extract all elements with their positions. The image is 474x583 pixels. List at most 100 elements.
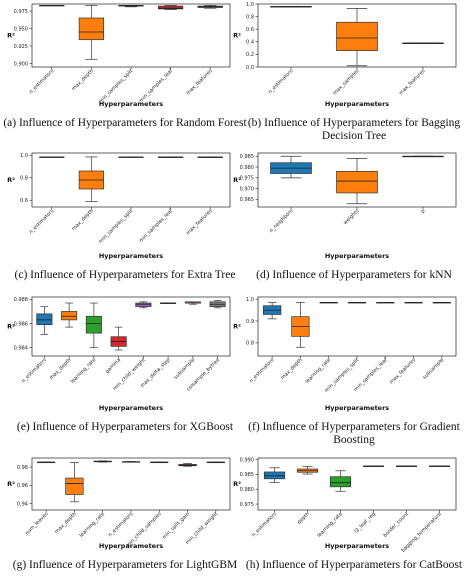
x-tick-label: n_estimators bbox=[251, 511, 278, 538]
box-l2_leaf_reg bbox=[362, 465, 385, 467]
box-min_samples_split bbox=[118, 156, 144, 158]
box-num_leaves bbox=[37, 461, 56, 464]
x-tick-label: max_depth bbox=[71, 208, 95, 232]
subplot-caption: (b) Influence of Hyperparameters for Bag… bbox=[248, 117, 461, 129]
y-tick-label: 0.6 bbox=[246, 27, 254, 33]
x-axis-label: Hyperparameters bbox=[99, 252, 163, 260]
y-tick-label: 0.94 bbox=[17, 501, 28, 507]
box-n_estimators bbox=[36, 306, 53, 335]
y-tick-label: 0.98 bbox=[17, 465, 28, 471]
box-gamma bbox=[110, 326, 127, 351]
y-axis-label: R² bbox=[7, 176, 15, 184]
subplot-caption: Decision Tree bbox=[322, 130, 386, 142]
x-axis-label: Hyperparameters bbox=[325, 252, 389, 260]
box-border_count bbox=[395, 465, 418, 467]
x-tick-label: n_estimators bbox=[248, 357, 275, 384]
x-tick-label: min_samples_split bbox=[98, 208, 135, 245]
x-tick-label: depth bbox=[296, 511, 311, 526]
x-tick-label: learning_rate bbox=[70, 357, 98, 385]
y-axis-label: R² bbox=[7, 32, 15, 40]
subplot-6: 0.8 0.9 1.0 R² n_estimators max_depth learning… bbox=[233, 296, 461, 446]
box-n_estimators bbox=[39, 156, 65, 158]
y-tick-label: 0.970 bbox=[240, 186, 254, 192]
box-weights bbox=[336, 158, 378, 205]
y-tick-label: 0.986 bbox=[14, 321, 28, 327]
box-iqr bbox=[336, 171, 378, 194]
x-tick-label: max_depth bbox=[49, 357, 73, 381]
y-tick-label: 0.900 bbox=[14, 61, 28, 67]
y-tick-label: 0.965 bbox=[240, 197, 254, 203]
x-tick-label: n_estimators bbox=[267, 68, 294, 95]
box-learning_rate bbox=[85, 302, 102, 348]
box-n_estimators bbox=[39, 5, 65, 7]
y-tick-label: 0.4 bbox=[246, 40, 254, 46]
box-n_estimators bbox=[263, 302, 282, 320]
box-n_estimators bbox=[263, 467, 286, 484]
y-tick-label: 0.8 bbox=[246, 14, 254, 20]
subplot-caption: (d) Influence of Hyperparameters for kNN bbox=[256, 269, 452, 281]
x-tick-label: subsample bbox=[422, 357, 445, 380]
subplot-caption: (c) Influence of Hyperparameters for Ext… bbox=[15, 269, 236, 281]
y-tick-label: 0.6 bbox=[20, 198, 28, 204]
plot-frame bbox=[31, 457, 231, 511]
box-iqr bbox=[329, 476, 352, 488]
x-tick-label: l2_leaf_reg bbox=[354, 511, 377, 534]
box-n_estimators bbox=[270, 6, 312, 8]
x-axis-label: Hyperparameters bbox=[325, 542, 389, 550]
y-axis-label: R² bbox=[233, 32, 241, 40]
box-iqr bbox=[85, 315, 102, 334]
y-tick-label: 1.0 bbox=[246, 2, 254, 8]
subplot-3: 0.6 0.8 1.0 R² n_estimators max_depth min_samp… bbox=[7, 152, 236, 281]
plot-frame bbox=[257, 457, 457, 511]
box-iqr bbox=[36, 313, 53, 326]
box-max_depth bbox=[65, 462, 84, 503]
box-min_split_gain bbox=[178, 463, 197, 467]
box-max_features bbox=[402, 42, 444, 45]
subplot-caption: (e) Influence of Hyperparameters for XGB… bbox=[17, 421, 234, 433]
box-min_child_samples bbox=[150, 461, 169, 464]
x-tick-label: max_depth bbox=[280, 357, 304, 381]
y-tick-label: 0.975 bbox=[240, 176, 254, 182]
x-axis-label: Hyperparameters bbox=[99, 100, 163, 108]
y-tick-label: 0.0 bbox=[246, 65, 254, 71]
x-axis-label: Hyperparameters bbox=[99, 404, 163, 412]
x-axis-label: Hyperparameters bbox=[325, 404, 389, 412]
subplot-caption: Boosting bbox=[333, 434, 375, 446]
x-tick-label: learning_rate bbox=[79, 511, 107, 539]
y-tick-label: 1.0 bbox=[20, 153, 28, 159]
y-tick-label: 0.984 bbox=[14, 345, 28, 351]
x-tick-label: max_features bbox=[185, 68, 214, 97]
box-max_samples bbox=[336, 8, 378, 67]
x-axis-label: Hyperparameters bbox=[325, 100, 389, 108]
plot-frame bbox=[31, 3, 231, 68]
y-tick-label: 0.8 bbox=[20, 176, 28, 182]
y-tick-label: 0.975 bbox=[14, 9, 28, 15]
x-tick-label: weights bbox=[342, 208, 360, 226]
box-iqr bbox=[65, 477, 84, 495]
subplot-caption: (g) Influence of Hyperparameters for Lig… bbox=[13, 559, 238, 571]
x-tick-label: min_samples_leaf bbox=[138, 68, 174, 104]
x-tick-label: n_neighbors bbox=[269, 208, 295, 234]
box-n_neighbors bbox=[270, 155, 312, 179]
x-tick-label: max_features bbox=[185, 208, 214, 237]
x-tick-label: max_depth bbox=[71, 68, 95, 92]
y-tick-label: 0.925 bbox=[14, 44, 28, 50]
y-tick-label: 0.985 bbox=[240, 472, 254, 478]
x-tick-label: learning_rate bbox=[305, 357, 333, 385]
y-tick-label: 0.988 bbox=[14, 297, 28, 303]
x-tick-label: border_count bbox=[382, 511, 410, 539]
y-tick-label: 0.990 bbox=[240, 457, 254, 463]
y-axis-label: R² bbox=[7, 323, 15, 331]
x-tick-label: max_depth bbox=[54, 511, 78, 535]
box-min_child_weight bbox=[135, 301, 152, 309]
subplot-7: 0.94 0.96 0.98 R² num_leaves max_depth learnin… bbox=[7, 457, 238, 571]
box-depth bbox=[296, 465, 319, 475]
box-max_delta_step bbox=[160, 302, 177, 304]
x-tick-label: n_estimators bbox=[28, 208, 55, 235]
x-tick-label: min_split_gain bbox=[161, 511, 191, 541]
box-iqr bbox=[135, 302, 152, 307]
box-min_samples_leaf bbox=[157, 5, 184, 10]
box-min_samples_leaf bbox=[157, 156, 184, 158]
plot-frame bbox=[31, 296, 231, 357]
